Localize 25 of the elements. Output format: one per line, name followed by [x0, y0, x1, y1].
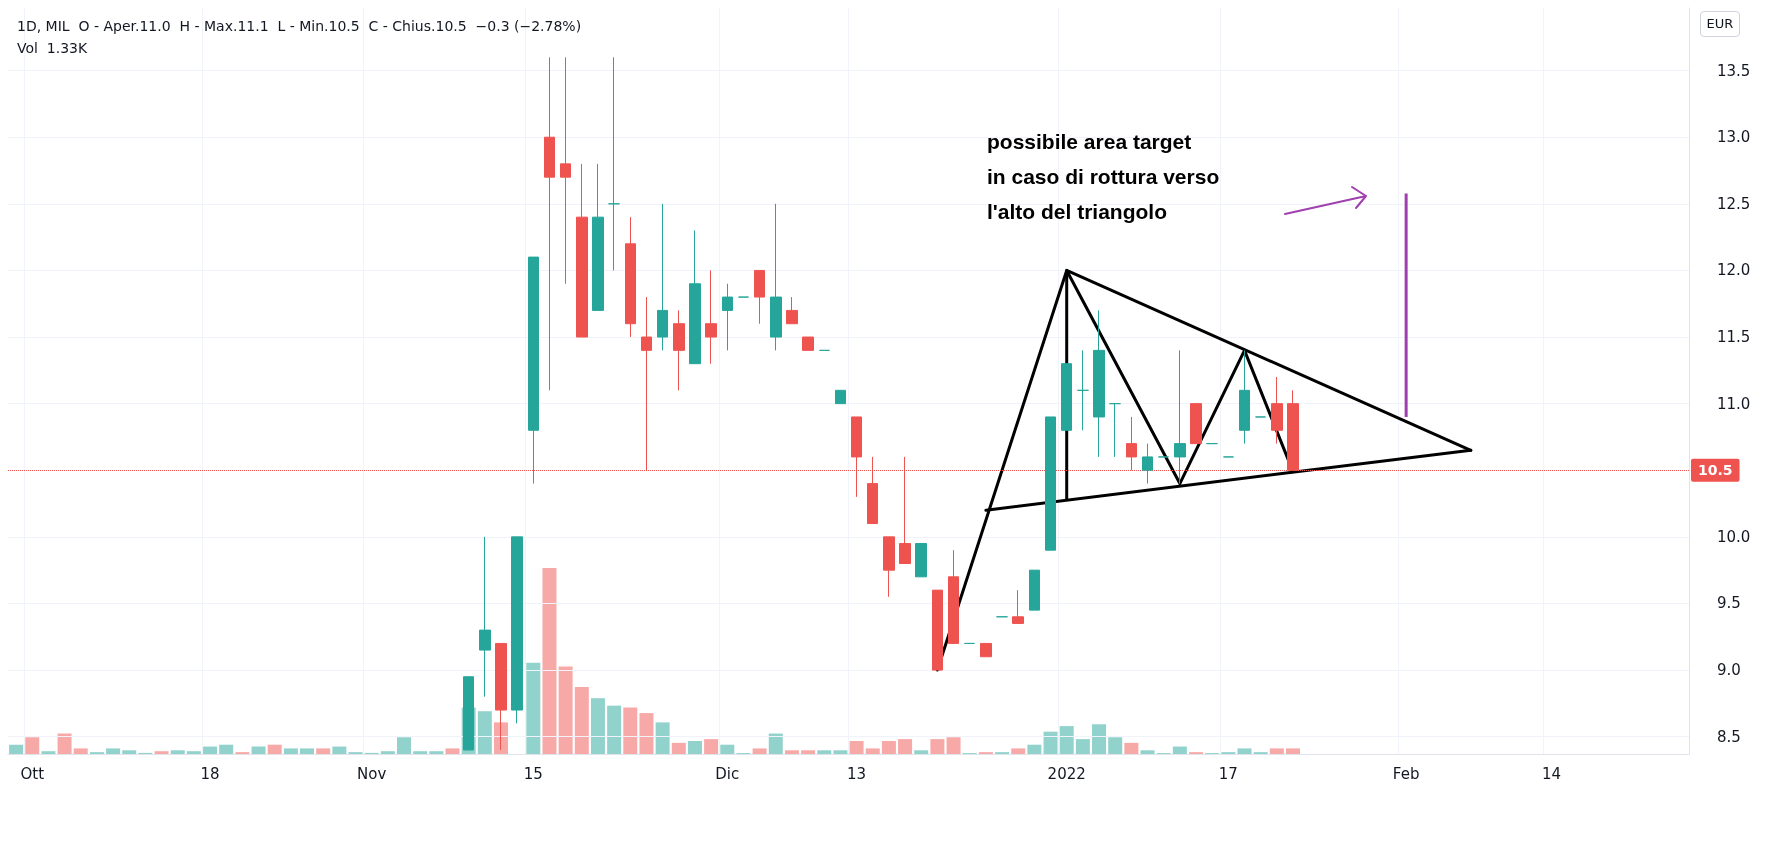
x-tick-label: Feb — [1392, 764, 1420, 783]
x-tick-label: Dic — [715, 764, 740, 783]
x-tick-label: 17 — [1218, 764, 1238, 783]
x-tick-label: 15 — [523, 764, 543, 783]
x-tick-label: 18 — [200, 764, 220, 783]
text: EUR — [1700, 11, 1740, 37]
y-tick-label: 9.5 — [1717, 594, 1741, 613]
y-tick-label: 13.5 — [1717, 61, 1751, 80]
y-tick-label: 8.5 — [1717, 727, 1741, 746]
ref-line-label: 10.5 — [1698, 462, 1733, 479]
y-tick-label: 13.0 — [1717, 128, 1751, 147]
y-tick-label: 12.5 — [1717, 194, 1751, 213]
y-tick-label: 11.5 — [1717, 328, 1751, 347]
annotation: possibile area target in caso di rottura verso l'alto del triangolo — [987, 130, 1220, 223]
y-tick-label: 10.0 — [1717, 527, 1751, 546]
text: 1D, MIL O - Aper.11.0 H - Max.11.1 L - Min.10.5 C - Chius.10.5 −0.3 (−2.78%) — [17, 18, 582, 34]
x-tick-label: 14 — [1542, 764, 1562, 783]
y-tick-label: 11.0 — [1717, 394, 1751, 413]
x-tick-label: Ott — [20, 764, 45, 783]
x-tick-label: 13 — [847, 764, 867, 783]
x-tick-label: Nov — [357, 764, 387, 783]
text: Vol 1.33K — [17, 40, 89, 56]
x-tick-label: 2022 — [1047, 764, 1086, 783]
y-tick-label: 9.0 — [1717, 661, 1741, 680]
y-tick-label: 12.0 — [1717, 261, 1751, 280]
